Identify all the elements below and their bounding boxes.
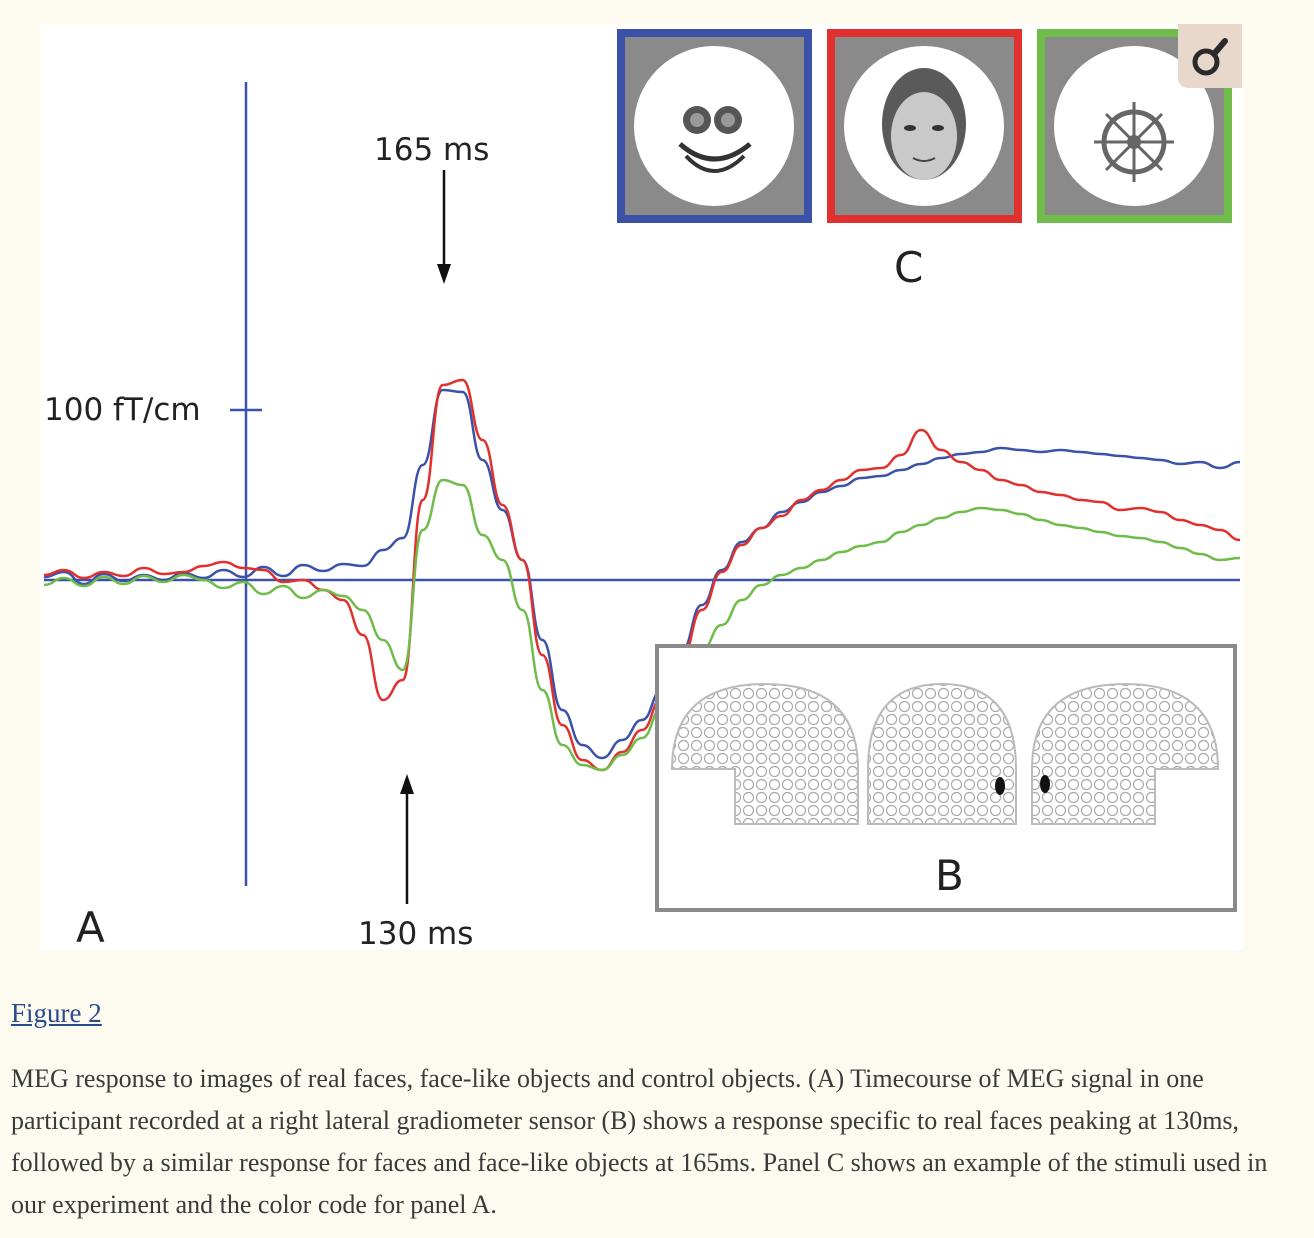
stimulus-control-object: [1037, 29, 1232, 223]
panel-a-label: A: [76, 903, 105, 950]
figure-caption: MEG response to images of real faces, fa…: [11, 1064, 1268, 1219]
panel-c-label: C: [894, 243, 923, 292]
sensor-head-right: [1031, 682, 1220, 825]
figure-panel: 100 fT/cm 165 ms 130 ms A: [40, 24, 1243, 950]
arrow-label-165: 165 ms: [374, 132, 489, 168]
magnifier-icon: [1192, 38, 1228, 76]
highlighted-sensor-back: [995, 777, 1005, 795]
stimulus-face-like: [617, 29, 812, 223]
series-group: [43, 378, 1241, 772]
arrow-165-head: [437, 264, 451, 284]
figure-svg: 100 fT/cm 165 ms 130 ms A: [43, 29, 1241, 950]
sensor-head-left: [670, 682, 859, 825]
highlighted-sensor-right: [1040, 775, 1050, 793]
figure-link[interactable]: Figure 2: [11, 998, 102, 1028]
arrow-130-head: [400, 774, 414, 794]
sensor-head-back: [867, 682, 1017, 825]
panel-b-box: B: [655, 644, 1237, 912]
magnifier-button[interactable]: [1178, 24, 1242, 88]
series-line-1: [43, 378, 1241, 772]
arrow-label-130: 130 ms: [358, 916, 473, 950]
series-line-2: [43, 478, 1241, 772]
panel-b-label: B: [935, 851, 964, 900]
series-line-0: [43, 388, 1241, 760]
scale-label: 100 fT/cm: [44, 392, 201, 428]
stimulus-real-face: [827, 29, 1022, 223]
